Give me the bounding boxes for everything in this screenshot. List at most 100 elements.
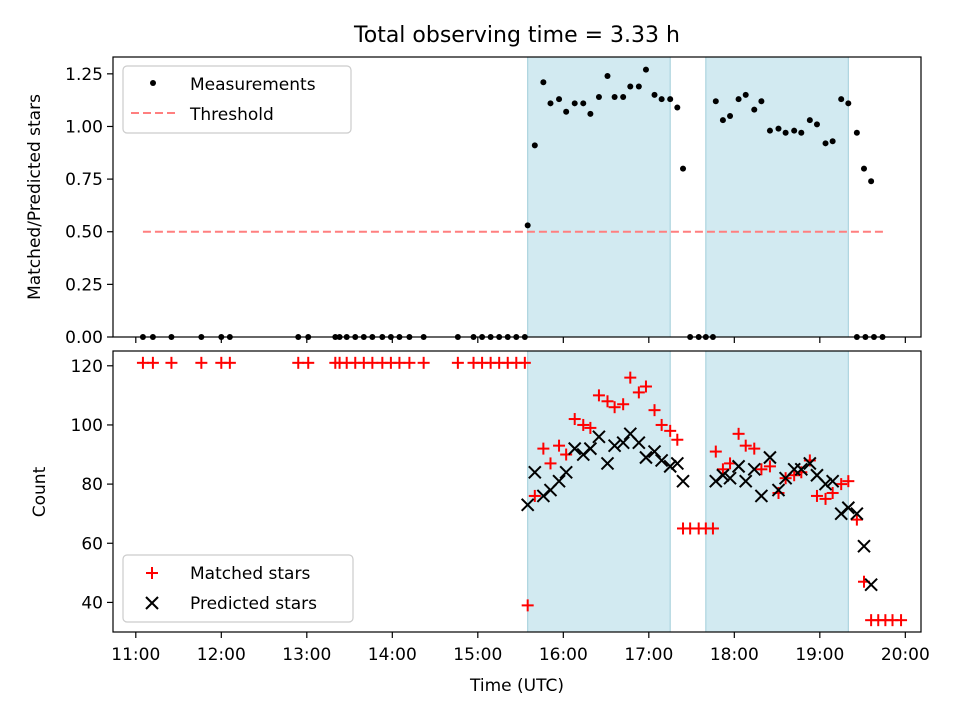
observing-window-2: [705, 56, 849, 338]
predicted-stars-point: [552, 474, 566, 488]
matched-stars-point: [568, 413, 581, 426]
legend-measurements-label: Measurements: [190, 75, 316, 95]
matched-stars-point: [584, 421, 597, 434]
predicted-stars-point: [803, 456, 817, 471]
predicted-stars-point: [739, 474, 753, 488]
measurement-point: [674, 104, 681, 111]
predicted-stars-point: [568, 441, 582, 456]
matched-stars-point: [451, 356, 464, 369]
measurement-point: [547, 100, 554, 107]
legend-predicted-marker: [145, 596, 159, 610]
measurement-point: [635, 83, 642, 90]
matched-stars-point: [671, 433, 684, 446]
matched-stars-point: [302, 356, 315, 369]
matched-stars-point: [664, 424, 677, 437]
count-x-ticks: 11:00 12:00 13:00 14:00 15:00 16:00 17:00 18:00…: [111, 632, 930, 665]
measurement-point: [556, 96, 563, 103]
measurement-point: [813, 121, 820, 128]
count-panel: 40 60 80 100 120 11:00 12:00 13:00 14:00 15:00 16…: [30, 350, 930, 696]
x-tick-label: 19:00: [795, 645, 844, 665]
ratio-panel: 0.00 0.25 0.50 0.75 1.00 1.25 Matched/Predict…: [25, 56, 922, 348]
matched-stars-point: [521, 599, 534, 612]
measurement-point: [563, 108, 570, 115]
legend-predicted-label: Predicted stars: [190, 594, 317, 614]
predicted-stars-point: [663, 459, 677, 474]
matched-stars-point: [709, 445, 722, 458]
measurement-point: [735, 96, 742, 103]
predicted-stars-point: [520, 498, 535, 512]
matched-stars-point: [732, 427, 745, 440]
predicted-stars-point: [639, 450, 653, 465]
predicted-stars-point: [794, 462, 809, 477]
matched-stars-point: [739, 439, 752, 452]
predicted-stars-point: [647, 444, 662, 459]
count-legend-box: [122, 554, 354, 623]
matched-stars-point: [706, 522, 719, 535]
measurement-point: [766, 127, 773, 134]
count-legend: Matched stars Predicted stars: [122, 554, 354, 623]
measurement-point: [611, 94, 618, 100]
ratio-legend: Measurements Threshold: [122, 65, 352, 134]
measurement-point: [580, 100, 587, 107]
legend-threshold-label: Threshold: [189, 105, 274, 125]
measurement-point: [860, 165, 867, 172]
matched-stars-point: [850, 513, 863, 526]
predicted-stars-point: [583, 441, 598, 456]
matched-stars-point: [716, 463, 729, 476]
measurement-point: [853, 129, 860, 136]
measurement-point: [791, 127, 798, 134]
y-tick-label: 1.25: [65, 65, 103, 85]
predicted-stars-point: [600, 456, 615, 471]
matched-stars-point: [544, 457, 557, 470]
measurement-point: [712, 98, 719, 105]
measurement-point: [667, 96, 674, 103]
measurement-point: [868, 178, 875, 185]
ratio-plot-frame: [112, 56, 922, 338]
y-tick-label: 1.00: [65, 117, 103, 137]
measurement-point: [604, 72, 611, 79]
measurement-points: [139, 66, 886, 340]
measurement-point: [571, 100, 578, 107]
ratio-legend-box: [122, 65, 352, 134]
measurement-point: [838, 96, 845, 103]
predicted-stars-point: [747, 462, 761, 477]
matched-stars-point: [755, 463, 768, 476]
measurement-point: [829, 138, 836, 145]
measurement-point: [719, 117, 726, 124]
matched-stars-point: [537, 442, 550, 455]
observing-windows-count: [527, 350, 849, 633]
legend-matched-marker: [146, 567, 158, 579]
matched-stars-point: [648, 404, 661, 417]
measurement-point: [627, 83, 634, 90]
measurement-point: [782, 129, 789, 136]
figure-title: Total observing time = 3.33 h: [353, 23, 680, 48]
x-axis-label: Time (UTC): [469, 676, 564, 696]
x-tick-label: 17:00: [624, 645, 673, 665]
matched-stars-point: [223, 356, 236, 369]
count-y-axis-label: Count: [30, 466, 50, 517]
predicted-stars-point: [841, 501, 856, 515]
measurement-point: [806, 117, 813, 124]
predicted-stars-point: [670, 456, 685, 471]
legend-matched-label: Matched stars: [190, 564, 310, 584]
ratio-y-axis-label: Matched/Predicted stars: [25, 94, 45, 300]
x-tick-label: 16:00: [539, 645, 588, 665]
measurement-point: [642, 66, 649, 73]
y-tick-label: 80: [81, 475, 103, 495]
matched-stars-point: [895, 614, 908, 627]
matched-stars-point: [577, 418, 590, 431]
measurement-point: [798, 129, 805, 136]
matched-stars-point: [146, 356, 159, 369]
predicted-stars-point: [850, 506, 864, 521]
predicted-stars-point: [676, 474, 690, 488]
matched-stars-point: [748, 442, 761, 455]
y-tick-label: 0.25: [65, 275, 103, 295]
matched-stars-point: [592, 389, 605, 402]
matched-stars-point: [417, 356, 430, 369]
count-plot-frame: [112, 350, 922, 633]
measurement-point: [658, 96, 665, 103]
matched-stars-point: [819, 492, 832, 505]
matched-stars-point: [826, 486, 839, 499]
x-tick-label: 14:00: [368, 645, 417, 665]
